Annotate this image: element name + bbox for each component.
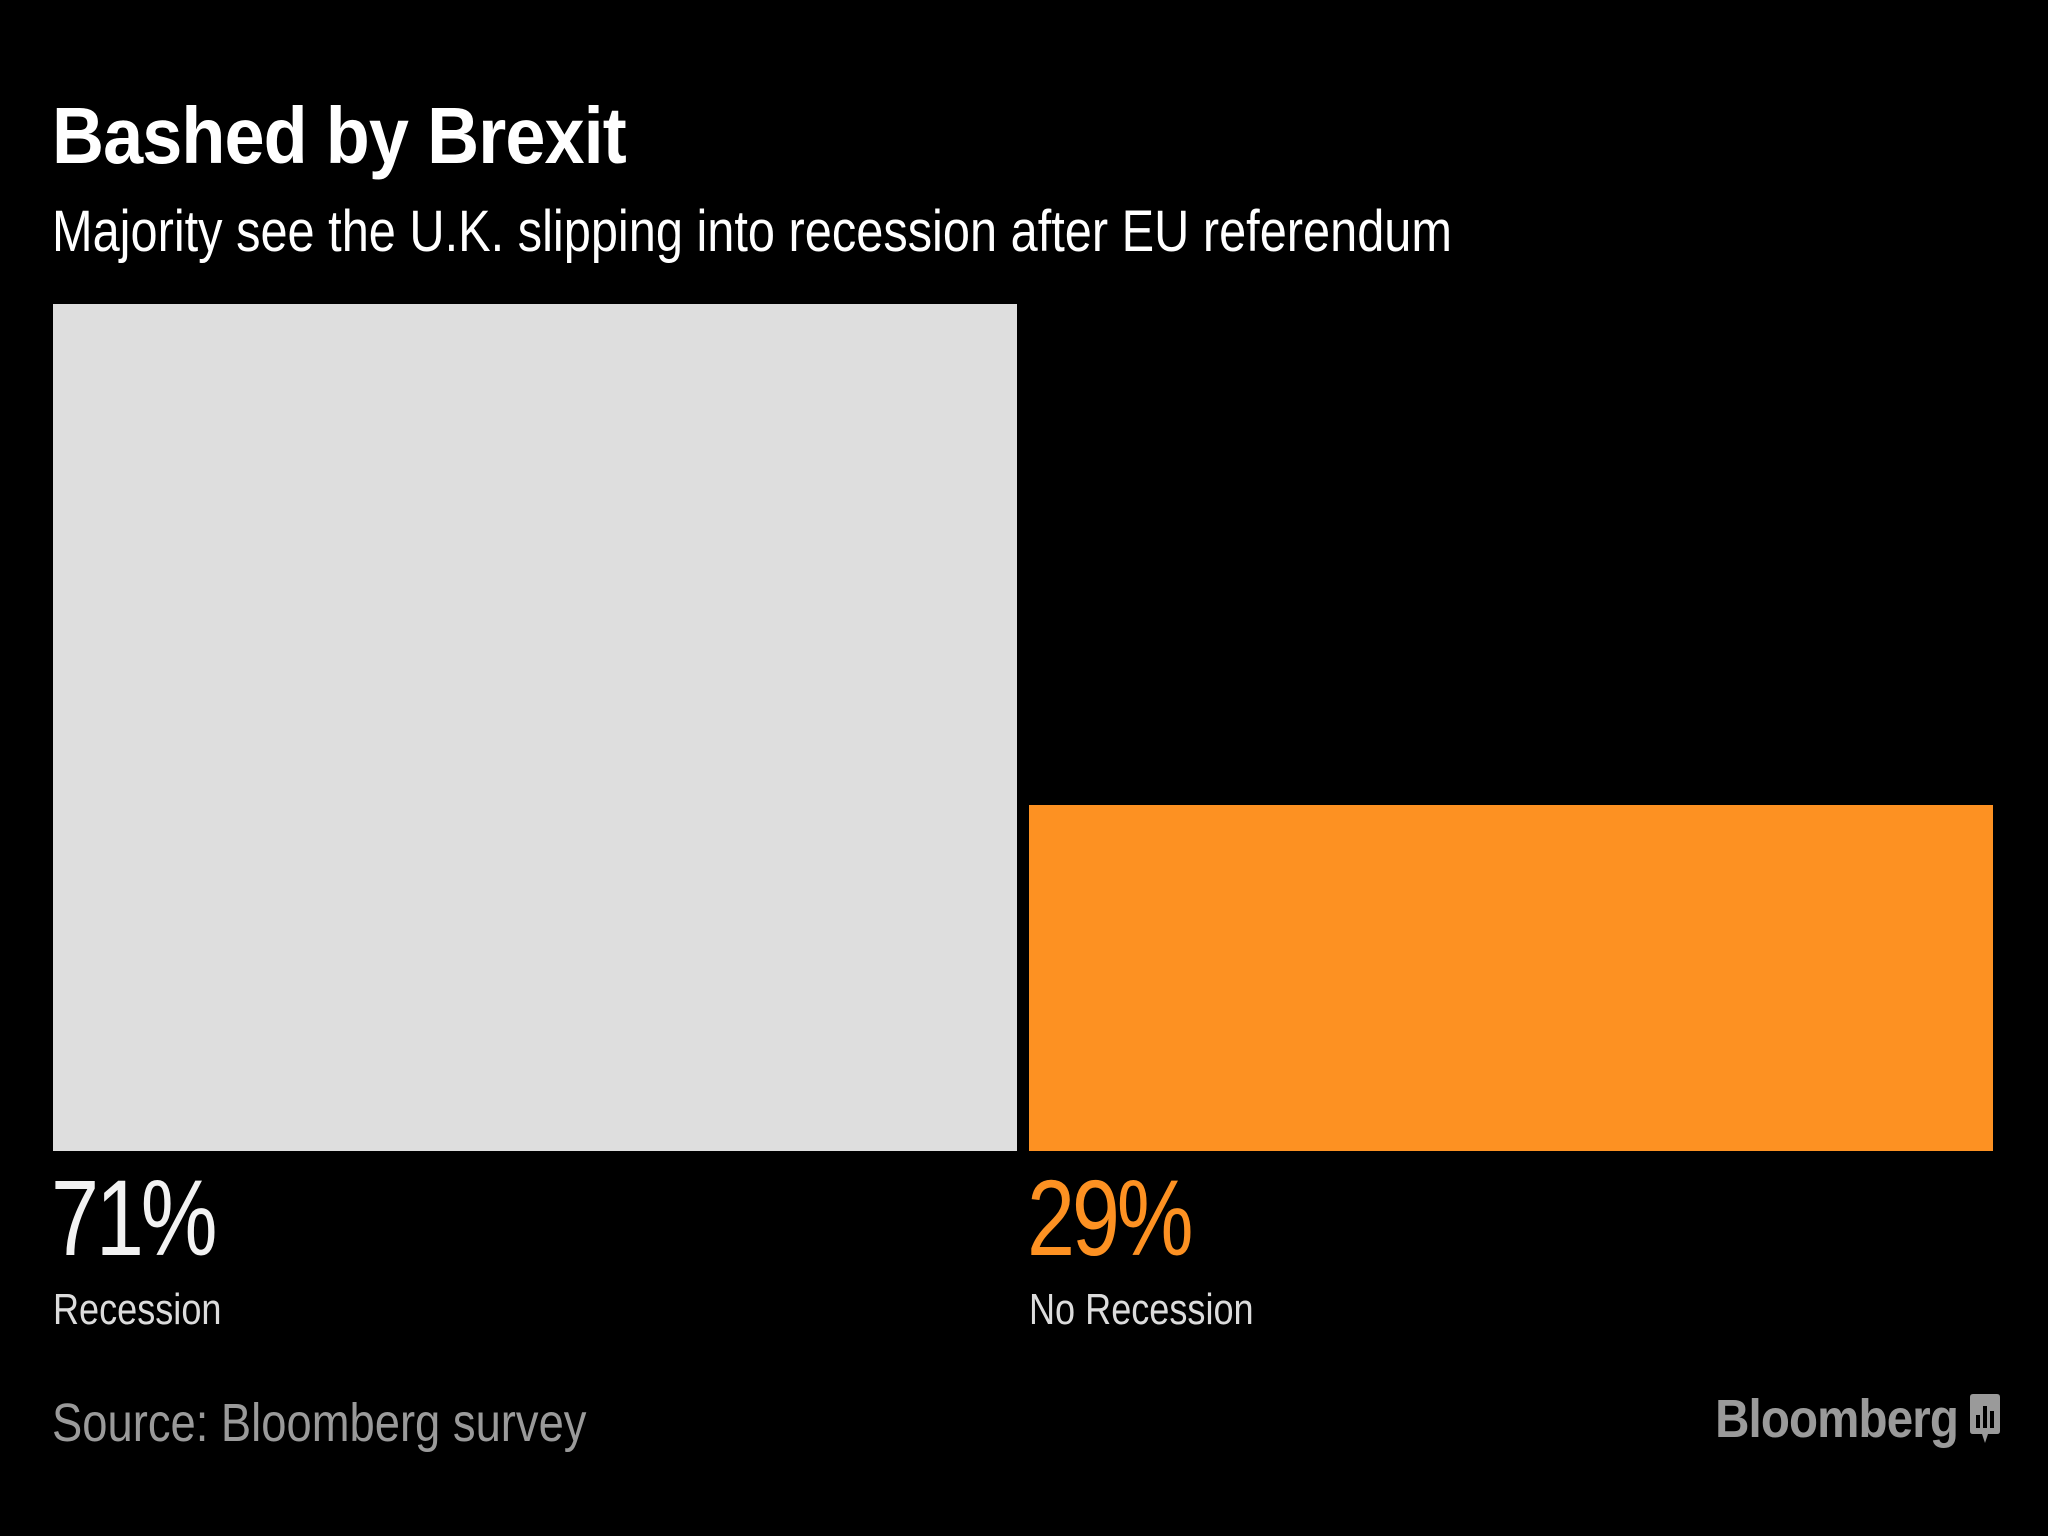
value-label: 71% [51, 1157, 218, 1278]
brand-logo: Bloomberg [1682, 1388, 2002, 1450]
bar-recession [53, 304, 1017, 1151]
chart-subtitle: Majority see the U.K. slipping into rece… [52, 199, 1452, 264]
category-label: No Recession [1029, 1285, 1254, 1334]
bar-no-recession [1029, 805, 1993, 1151]
value-label: 29% [1027, 1157, 1194, 1278]
bloomberg-logo-icon [1970, 1394, 2000, 1443]
source-note: Source: Bloomberg survey [52, 1393, 587, 1453]
brand-name: Bloomberg [1715, 1389, 1959, 1449]
category-label: Recession [53, 1285, 222, 1334]
chart-title: Bashed by Brexit [52, 91, 627, 180]
